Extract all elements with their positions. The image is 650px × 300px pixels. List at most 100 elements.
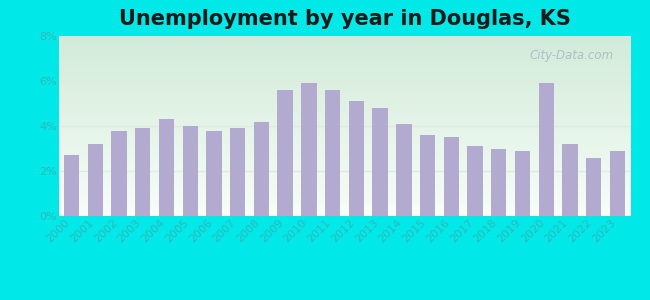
Bar	[58, 206, 630, 207]
Bar	[58, 142, 630, 143]
Bar	[58, 132, 630, 133]
Bar	[58, 184, 630, 185]
Bar	[58, 41, 630, 42]
Bar	[58, 143, 630, 144]
Bar	[58, 88, 630, 89]
Bar	[58, 109, 630, 110]
Bar	[58, 186, 630, 187]
Bar	[58, 72, 630, 73]
Bar	[58, 152, 630, 153]
Bar	[58, 65, 630, 66]
Bar	[58, 111, 630, 112]
Bar	[58, 203, 630, 204]
Bar	[58, 101, 630, 102]
Bar	[58, 210, 630, 211]
Bar	[58, 204, 630, 205]
Bar	[58, 155, 630, 156]
Bar	[58, 118, 630, 119]
Bar	[58, 162, 630, 163]
Bar	[58, 73, 630, 74]
Bar	[58, 82, 630, 83]
Bar	[58, 85, 630, 86]
Bar	[58, 69, 630, 70]
Bar	[58, 113, 630, 114]
Bar	[58, 43, 630, 44]
Bar	[58, 107, 630, 108]
Bar	[58, 165, 630, 166]
Bar	[58, 100, 630, 101]
Bar	[58, 147, 630, 148]
Bar	[58, 209, 630, 210]
Bar	[58, 49, 630, 50]
Bar	[230, 128, 246, 216]
Bar	[58, 81, 630, 82]
Text: City-Data.com: City-Data.com	[529, 49, 614, 62]
Bar	[58, 106, 630, 107]
Bar	[88, 144, 103, 216]
Bar	[58, 140, 630, 141]
Bar	[58, 139, 630, 140]
Bar	[58, 70, 630, 71]
Bar	[58, 169, 630, 170]
Bar	[58, 105, 630, 106]
Bar	[58, 124, 630, 125]
Bar	[58, 75, 630, 76]
Bar	[58, 160, 630, 161]
Bar	[58, 77, 630, 78]
Bar	[58, 38, 630, 39]
Bar	[111, 130, 127, 216]
Bar	[610, 151, 625, 216]
Bar	[58, 91, 630, 92]
Bar	[58, 42, 630, 43]
Bar	[58, 214, 630, 215]
Bar	[58, 46, 630, 47]
Bar	[58, 148, 630, 149]
Bar	[58, 37, 630, 38]
Bar	[58, 119, 630, 120]
Bar	[396, 124, 411, 216]
Bar	[58, 144, 630, 145]
Bar	[58, 74, 630, 75]
Bar	[58, 205, 630, 206]
Bar	[183, 126, 198, 216]
Bar	[58, 177, 630, 178]
Bar	[58, 51, 630, 52]
Bar	[58, 159, 630, 160]
Bar	[58, 116, 630, 117]
Bar	[58, 158, 630, 159]
Bar	[58, 215, 630, 216]
Bar	[58, 131, 630, 132]
Bar	[58, 153, 630, 154]
Bar	[58, 200, 630, 201]
Bar	[58, 85, 630, 86]
Bar	[58, 136, 630, 137]
Bar	[58, 171, 630, 172]
Bar	[58, 183, 630, 184]
Bar	[58, 174, 630, 175]
Bar	[58, 52, 630, 53]
Bar	[58, 66, 630, 67]
Bar	[58, 94, 630, 95]
Bar	[58, 187, 630, 188]
Bar	[58, 189, 630, 190]
Bar	[467, 146, 483, 216]
Bar	[58, 40, 630, 41]
Bar	[58, 212, 630, 213]
Bar	[562, 144, 578, 216]
Bar	[58, 99, 630, 100]
Bar	[58, 201, 630, 202]
Bar	[58, 121, 630, 122]
Bar	[58, 188, 630, 189]
Bar	[58, 127, 630, 128]
Bar	[58, 71, 630, 72]
Bar	[443, 137, 459, 216]
Bar	[58, 39, 630, 40]
Bar	[58, 156, 630, 157]
Bar	[491, 148, 506, 216]
Bar	[58, 150, 630, 151]
Bar	[539, 83, 554, 216]
Bar	[58, 135, 630, 136]
Bar	[58, 133, 630, 134]
Bar	[58, 54, 630, 55]
Bar	[58, 83, 630, 84]
